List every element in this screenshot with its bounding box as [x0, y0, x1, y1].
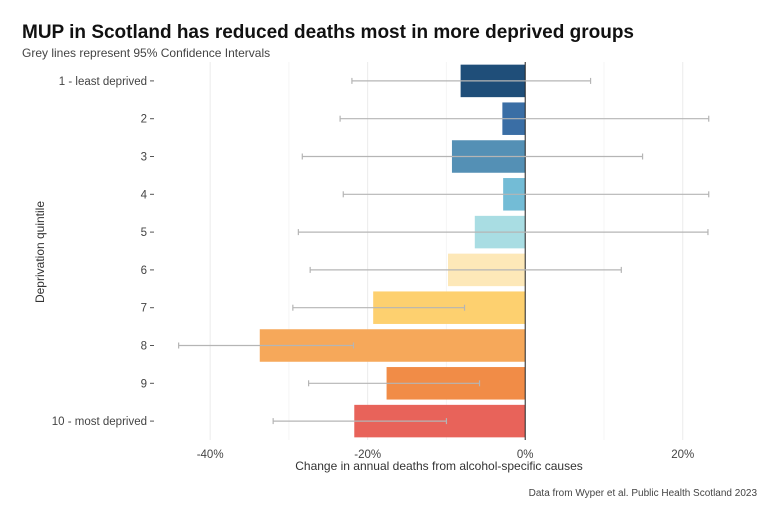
y-tick-label: 3: [141, 152, 147, 164]
x-tick-label: 0%: [517, 449, 534, 461]
y-tick-label: 7: [141, 303, 147, 315]
source-caption: Data from Wyper et al. Public Health Sco…: [528, 488, 757, 499]
y-tick-label: 5: [141, 227, 147, 239]
x-axis-ticks: -40% -20% 0% 20%: [197, 449, 695, 461]
y-axis-ticks: 1 - least deprived 2 3 4 5 6 7 8 9 10 - most depr…: [52, 76, 154, 428]
chart-subtitle: Grey lines represent 95% Confidence Inte…: [22, 46, 271, 60]
confidence-intervals: [178, 77, 710, 425]
y-tick-label: 2: [141, 114, 147, 126]
y-tick-label: 6: [141, 265, 147, 277]
y-tick-label: 8: [141, 341, 147, 353]
gridlines: [209, 62, 684, 440]
y-tick-label: 9: [141, 378, 147, 390]
bars: [259, 64, 526, 438]
x-tick-label: -40%: [197, 449, 224, 461]
chart-title: MUP in Scotland has reduced deaths most …: [22, 22, 634, 43]
y-tick-label: 10 - most deprived: [52, 416, 147, 428]
y-axis-title: Deprivation quintile: [33, 201, 47, 303]
y-tick-label: 1 - least deprived: [59, 76, 147, 88]
x-axis-title: Change in annual deaths from alcohol-spe…: [295, 459, 583, 473]
x-tick-label: 20%: [671, 449, 694, 461]
y-tick-label: 4: [141, 189, 148, 201]
x-tick-label: -20%: [354, 449, 381, 461]
